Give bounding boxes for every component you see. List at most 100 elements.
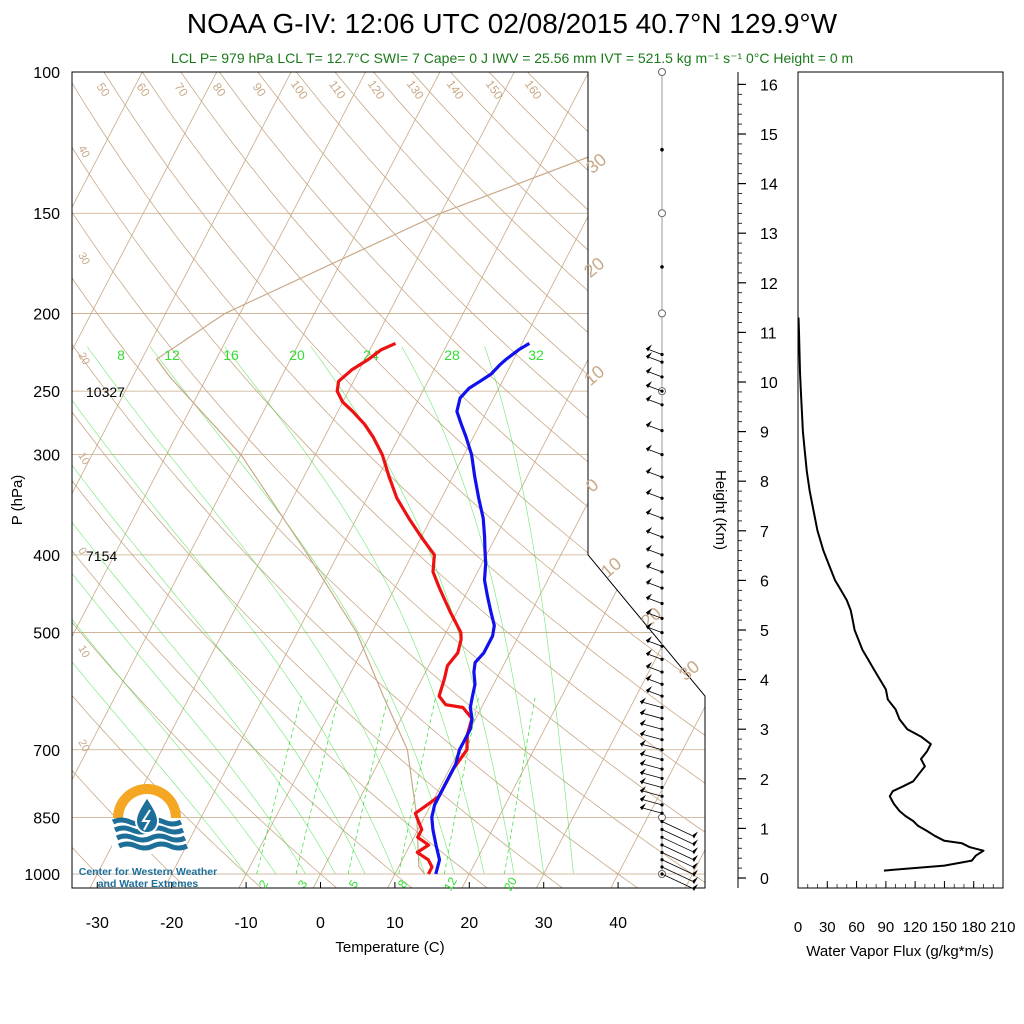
logo <box>111 784 189 854</box>
wind-dot <box>660 757 664 762</box>
dry-adiabat <box>218 72 705 888</box>
isotherm-line <box>534 72 705 888</box>
dry-adiabat-label: 140 <box>444 77 467 102</box>
pressure-tick-label: 300 <box>33 448 60 465</box>
dry-adiabat <box>72 72 416 888</box>
wind-barb-flag <box>646 394 652 402</box>
wind-barb-flag <box>646 662 652 670</box>
isotherm-label-right: 10 <box>597 553 625 581</box>
wind-barb <box>660 819 698 839</box>
wind-barb-flag <box>692 869 698 877</box>
wind-barb-flag <box>640 803 646 811</box>
wind-dot <box>660 835 664 839</box>
mixing-ratio-label-top: 28 <box>444 347 460 363</box>
dry-adiabat <box>180 72 705 888</box>
wind-dot <box>660 429 664 433</box>
wind-barb <box>660 827 698 847</box>
pressure-tick-label: 1000 <box>24 867 60 884</box>
wind-dot <box>660 785 664 790</box>
wind-barb-flag <box>646 636 652 644</box>
wind-barb-flag <box>646 622 652 630</box>
isotherm-line <box>72 72 460 888</box>
wind-dot <box>660 865 664 869</box>
isotherm-line <box>72 72 311 888</box>
wind-barb-flag <box>646 344 652 352</box>
wind-barb-flag <box>646 561 652 569</box>
wind-barb <box>660 835 698 855</box>
wind-barb-flag <box>640 768 646 776</box>
mixing-ratio-line <box>295 696 340 875</box>
wind-dot <box>660 776 664 781</box>
wind-barb-staff <box>661 866 693 882</box>
wind-barb <box>660 872 698 891</box>
dry-adiabat <box>72 72 341 888</box>
isotherm-label-left: 20 <box>75 738 92 755</box>
mixing-ratio-line <box>256 696 303 875</box>
moist-adiabat <box>87 346 425 875</box>
isotherm-label-left: 20 <box>75 351 92 368</box>
moist-adiabat <box>72 346 366 875</box>
wind-barb-staff <box>661 852 693 867</box>
wind-dot <box>660 858 664 862</box>
wind-barb-flag <box>640 729 646 737</box>
wind-barb <box>645 366 664 379</box>
wind-barb-staff <box>661 829 693 844</box>
wind-barb-staff <box>661 859 693 875</box>
dry-adiabat <box>450 72 705 888</box>
flux-tick-label: 0 <box>794 919 802 936</box>
wind-dot <box>660 389 664 393</box>
height-tick-label: 8 <box>760 474 769 491</box>
wind-barb-flag <box>640 759 646 767</box>
flux-tick-label: 180 <box>961 919 986 936</box>
isotherm-label-left: 10 <box>75 644 92 661</box>
pressure-tick-label: 150 <box>33 206 60 223</box>
wind-barb-flag <box>692 839 698 847</box>
isotherm-label-left: 40 <box>75 144 92 161</box>
moist-adiabat <box>484 346 574 875</box>
chart-subtitle: LCL P= 979 hPa LCL T= 12.7°C SWI= 7 Cape… <box>170 50 854 66</box>
height-tick-label: 10 <box>760 375 778 392</box>
isotherm-label-left: 10 <box>75 451 92 468</box>
mixing-ratio-label-top: 12 <box>164 347 180 363</box>
wind-barb-staff <box>661 821 693 836</box>
parcel-path <box>155 72 705 875</box>
wind-dot <box>660 657 664 661</box>
wind-dot <box>660 738 664 742</box>
wind-dot <box>660 586 664 590</box>
moist-adiabat <box>72 346 336 875</box>
wind-barb <box>660 865 698 884</box>
wind-barb-staff <box>661 873 693 889</box>
dry-adiabat-label: 130 <box>404 77 427 102</box>
wind-dot <box>660 727 664 731</box>
wind-barb-flag <box>646 578 652 586</box>
wind-barb-flag <box>692 876 698 884</box>
wind-barb <box>645 608 664 620</box>
wind-barb-flag <box>640 749 646 757</box>
wind-barb-staff <box>639 806 663 814</box>
dry-adiabat-label: 110 <box>326 78 349 102</box>
dry-adiabat <box>257 72 705 888</box>
height-tick-label: 7 <box>760 524 769 541</box>
wind-barb <box>645 622 664 635</box>
isotherm-label-right: 30 <box>675 656 703 684</box>
flux-tick-label: 30 <box>819 919 836 936</box>
wind-calm-circle <box>658 209 666 218</box>
moist-adiabat <box>224 346 485 875</box>
isotherm-line <box>88 72 534 888</box>
wind-barb <box>639 749 664 762</box>
isotherm-line <box>608 72 705 888</box>
wind-barb-staff <box>661 844 693 860</box>
wind-barb <box>639 768 664 781</box>
mixing-ratio-line <box>504 696 536 875</box>
wind-barb-flag <box>640 708 646 716</box>
mixing-ratio-label-top: 8 <box>117 347 125 363</box>
wind-barb-staff <box>639 733 663 741</box>
isotherm-label-right: 0 <box>582 475 603 497</box>
flux-axis-title: Water Vapor Flux (g/kg*m/s) <box>806 943 994 960</box>
height-tick-label: 15 <box>760 127 778 144</box>
wind-barb-staff <box>639 798 663 806</box>
wind-dot <box>660 496 664 500</box>
wind-barb-flag <box>646 593 652 601</box>
wind-barb-flag <box>692 831 698 839</box>
wind-dot <box>660 872 664 876</box>
